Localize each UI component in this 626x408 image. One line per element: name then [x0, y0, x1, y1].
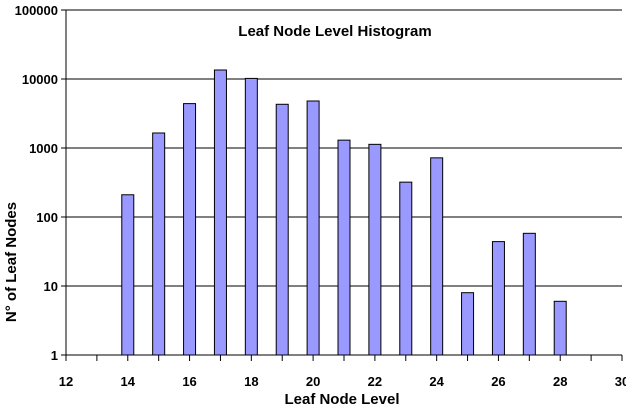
- bar-level-19: [275, 103, 289, 356]
- x-tick-label: 22: [368, 374, 382, 389]
- y-axis-title: N° of Leaf Nodes: [3, 202, 20, 322]
- bar-level-25: [461, 292, 475, 356]
- bar-level-20: [306, 100, 320, 356]
- bar-level-22: [368, 143, 382, 356]
- chart-title: Leaf Node Level Histogram: [238, 23, 431, 40]
- y-tick-label: 100000: [15, 3, 58, 18]
- bar-level-18: [244, 77, 258, 356]
- bar-level-15: [152, 132, 166, 356]
- bar-level-28: [553, 300, 567, 356]
- axes: [65, 10, 623, 361]
- bar-level-14: [121, 194, 135, 356]
- bar-level-23: [399, 181, 413, 356]
- y-tick-label: 1: [51, 348, 58, 363]
- x-tick-labels: 12 14 16 18 20 22 24 26 28 30: [59, 374, 626, 389]
- y-tick-label: 10000: [22, 72, 58, 87]
- x-tick-label: 18: [244, 374, 258, 389]
- x-tick-label: 30: [615, 374, 626, 389]
- y-tick-label: 100: [36, 210, 58, 225]
- bar-level-21: [337, 139, 351, 356]
- bar-level-16: [183, 103, 197, 356]
- x-tick-label: 24: [429, 374, 444, 389]
- x-tick-label: 26: [491, 374, 505, 389]
- bar-level-17: [213, 69, 227, 356]
- x-axis-title: Leaf Node Level: [284, 391, 399, 408]
- x-tick-label: 16: [182, 374, 196, 389]
- bar-level-24: [430, 157, 444, 356]
- x-tick-label: 14: [121, 374, 136, 389]
- y-tick-labels: 1 10 100 1000 10000 100000: [15, 3, 58, 363]
- x-tick-label: 20: [306, 374, 320, 389]
- bar-level-27: [522, 232, 536, 356]
- y-tick-label: 10: [44, 279, 58, 294]
- x-tick-label: 12: [59, 374, 73, 389]
- x-tick-label: 28: [553, 374, 567, 389]
- bar-level-26: [491, 241, 505, 356]
- y-tick-label: 1000: [29, 141, 58, 156]
